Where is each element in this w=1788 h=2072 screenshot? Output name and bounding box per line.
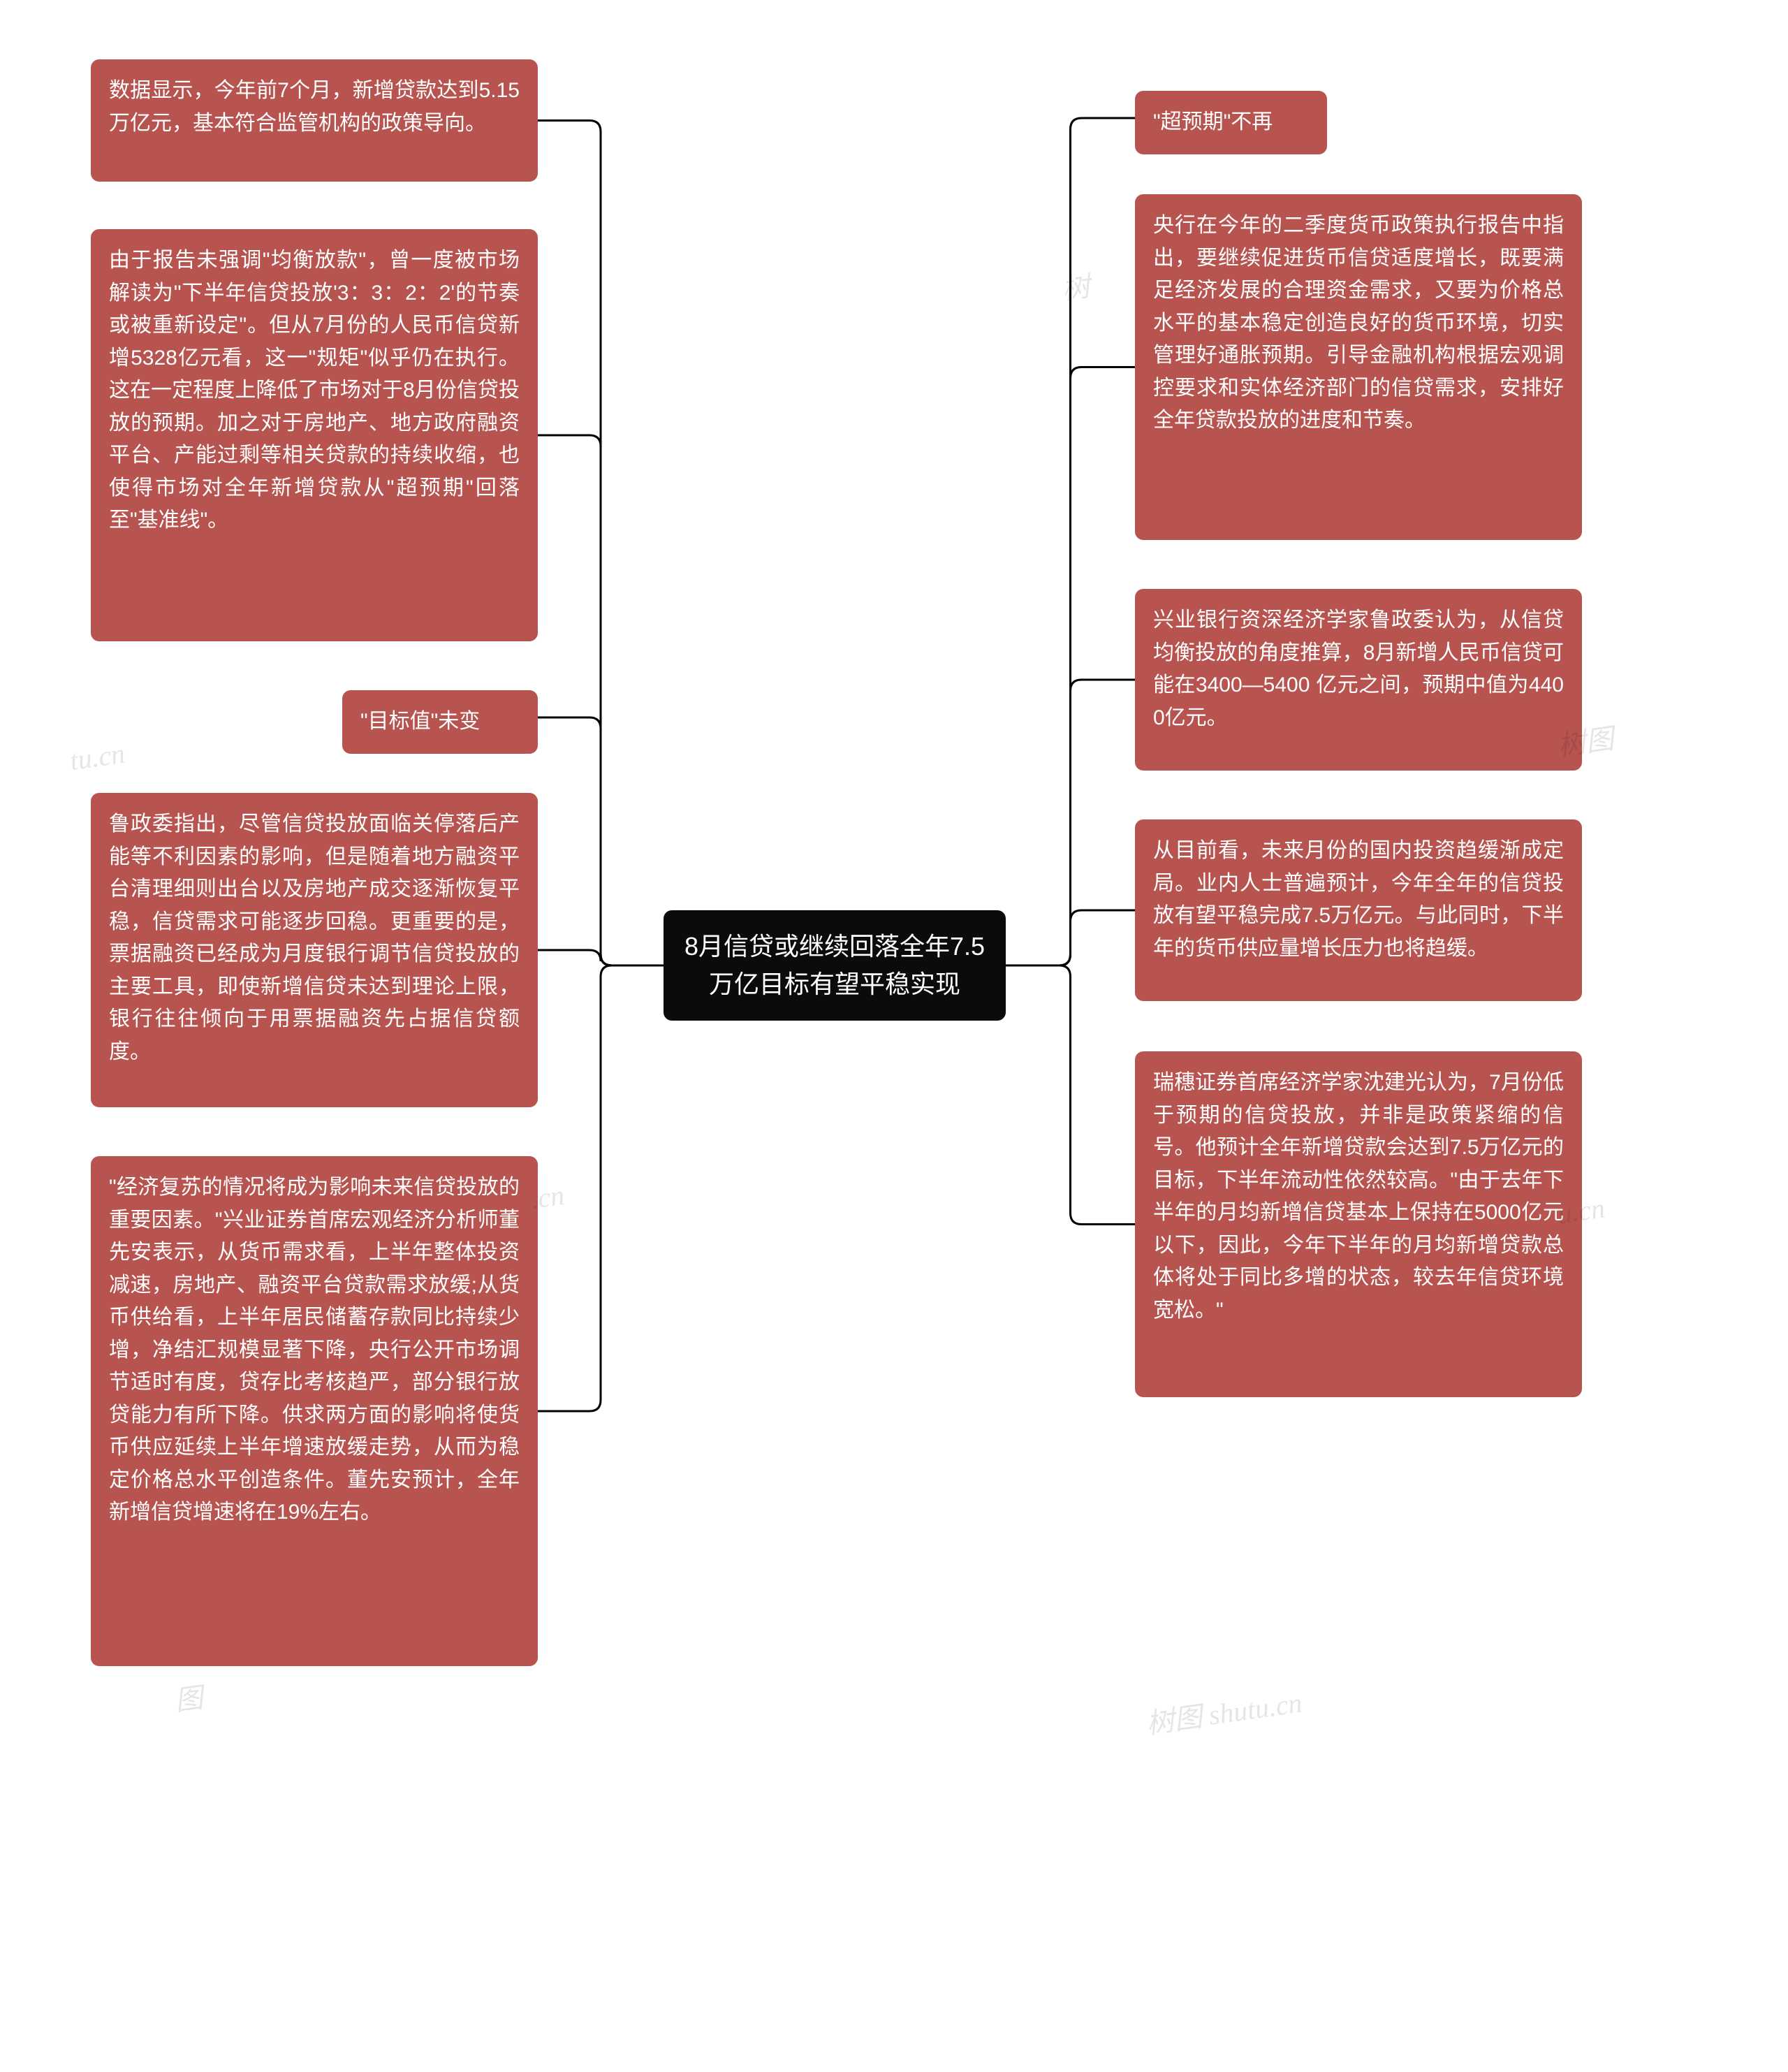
branch-node-r5: 瑞穗证券首席经济学家沈建光认为，7月份低于预期的信贷投放，并非是政策紧缩的信号。… [1135, 1051, 1582, 1397]
watermark: 树 [1059, 263, 1092, 307]
branch-node-l4: 鲁政委指出，尽管信贷投放面临关停落后产能等不利因素的影响，但是随着地方融资平台清… [91, 793, 538, 1107]
center-node: 8月信贷或继续回落全年7.5万亿目标有望平稳实现 [664, 910, 1006, 1021]
branch-node-r2: 央行在今年的二季度货币政策执行报告中指出，要继续促进货币信贷适度增长，既要满足经… [1135, 194, 1582, 540]
watermark: 图 [172, 1675, 205, 1719]
branch-node-l1: 数据显示，今年前7个月，新增贷款达到5.15万亿元，基本符合监管机构的政策导向。 [91, 59, 538, 182]
mindmap-canvas: 8月信贷或继续回落全年7.5万亿目标有望平稳实现 数据显示，今年前7个月，新增贷款… [0, 0, 1788, 2072]
branch-node-l3: "目标值"未变 [342, 690, 538, 754]
branch-node-r4: 从目前看，未来月份的国内投资趋缓渐成定局。业内人士普遍预计，今年全年的信贷投放有… [1135, 819, 1582, 1001]
branch-node-l5: "经济复苏的情况将成为影响未来信贷投放的重要因素。"兴业证券首席宏观经济分析师董… [91, 1156, 538, 1666]
branch-node-r3: 兴业银行资深经济学家鲁政委认为，从信贷均衡投放的角度推算，8月新增人民币信贷可能… [1135, 589, 1582, 771]
branch-node-l2: 由于报告未强调"均衡放款"，曾一度被市场解读为"下半年信贷投放'3：3：2：2'… [91, 229, 538, 641]
watermark: tu.cn [68, 737, 127, 778]
branch-node-r1: "超预期"不再 [1135, 91, 1327, 154]
watermark: 树图 shutu.cn [1143, 1680, 1304, 1742]
